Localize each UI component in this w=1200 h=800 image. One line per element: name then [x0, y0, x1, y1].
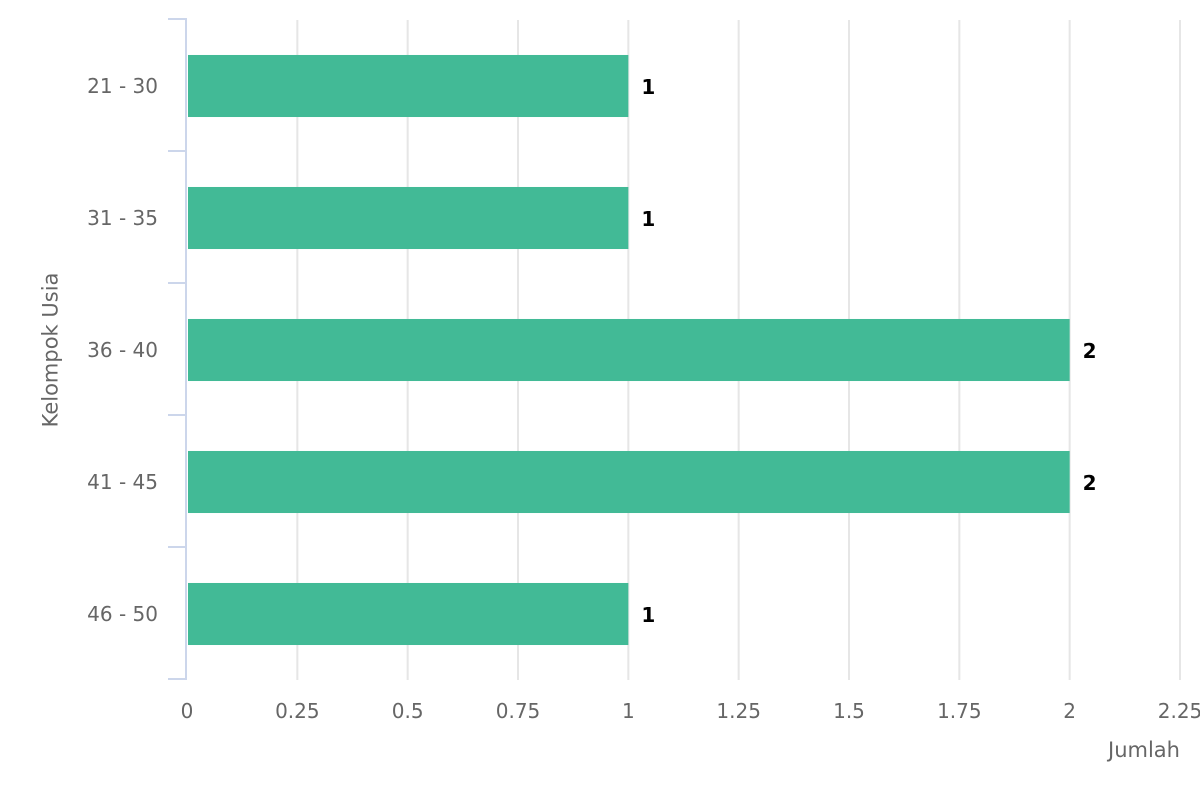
x-axis-title: Jumlah — [1106, 738, 1180, 762]
x-tick-label: 2 — [1063, 699, 1076, 723]
y-tick-label: 31 - 35 — [87, 206, 158, 230]
x-tick-label: 1 — [622, 699, 635, 723]
y-axis-title: Kelompok Usia — [38, 273, 62, 428]
data-label: 2 — [1083, 339, 1097, 363]
bar[interactable] — [188, 54, 629, 118]
axes — [168, 18, 187, 680]
x-tick-label: 2.25 — [1158, 699, 1200, 723]
bar[interactable] — [188, 186, 629, 250]
data-label: 1 — [641, 603, 655, 627]
bar[interactable] — [188, 318, 1070, 382]
y-tick-label: 46 - 50 — [87, 602, 158, 626]
bars — [188, 54, 1070, 646]
x-tick-label: 0.5 — [392, 699, 424, 723]
x-tick-label: 1.5 — [833, 699, 865, 723]
data-label: 1 — [641, 75, 655, 99]
x-tick-label: 0 — [181, 699, 194, 723]
x-tick-label: 1.25 — [716, 699, 761, 723]
x-tick-label: 1.75 — [937, 699, 982, 723]
data-label: 2 — [1083, 471, 1097, 495]
y-tick-label: 36 - 40 — [87, 338, 158, 362]
labels: 1 1 2 2 1 21 - 30 31 - 35 36 - 40 41 - 45 46 - 50… — [87, 74, 1200, 723]
data-label: 1 — [641, 207, 655, 231]
x-tick-label: 0.25 — [275, 699, 320, 723]
y-tick-label: 21 - 30 — [87, 74, 158, 98]
bar[interactable] — [188, 450, 1070, 514]
x-tick-label: 0.75 — [496, 699, 541, 723]
bar[interactable] — [188, 582, 629, 646]
y-tick-label: 41 - 45 — [87, 470, 158, 494]
